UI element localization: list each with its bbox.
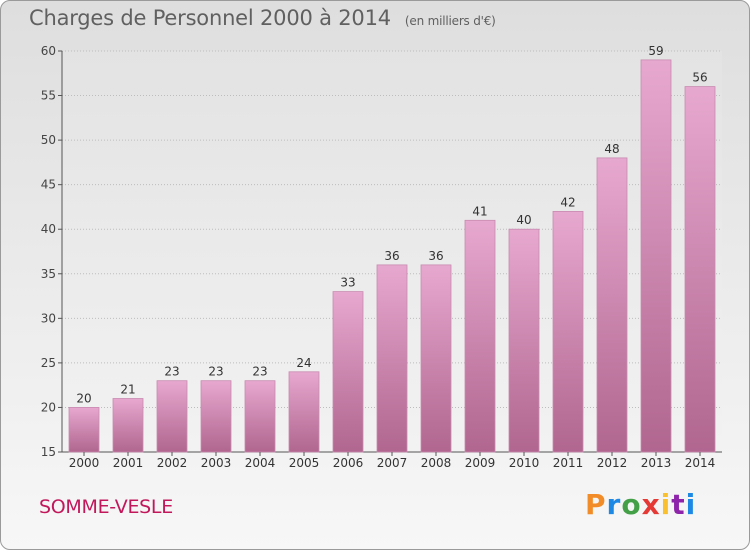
bar-2006 <box>332 291 364 453</box>
data-label-2011: 42 <box>560 195 575 209</box>
bar-2013 <box>640 59 672 453</box>
bar-2011 <box>552 210 584 453</box>
plot-area: 15 20 25 30 35 40 45 50 55 60 20 2000 21 2001 23 2002 23… <box>41 44 722 470</box>
proxiti-logo[interactable]: Proxiti <box>585 488 696 521</box>
y-tick-label: 50 <box>41 133 56 147</box>
y-tick-label: 15 <box>41 445 56 459</box>
bar-2004 <box>244 380 276 453</box>
x-tick-label: 2004 <box>245 456 276 470</box>
logo-letter: i <box>660 488 672 521</box>
bar-2003 <box>200 380 232 453</box>
data-label-2008: 36 <box>428 249 443 263</box>
y-tick-label: 35 <box>41 267 56 281</box>
data-label-2006: 33 <box>340 276 355 290</box>
data-label-2012: 48 <box>604 142 619 156</box>
data-label-2003: 23 <box>208 365 223 379</box>
data-label-2007: 36 <box>384 249 399 263</box>
y-tick-label: 25 <box>41 356 56 370</box>
bar-2009 <box>464 219 496 453</box>
x-tick-label: 2003 <box>201 456 232 470</box>
y-tick-label: 60 <box>41 44 56 58</box>
bar-2012 <box>596 157 628 453</box>
y-tick-label: 20 <box>41 400 56 414</box>
chart-subtitle: (en milliers d'€) <box>404 14 496 28</box>
y-tick-label: 40 <box>41 222 56 236</box>
y-tick-label: 55 <box>41 89 56 103</box>
logo-letter: r <box>606 488 622 521</box>
x-tick-label: 2008 <box>421 456 452 470</box>
chart-title-text: Charges de Personnel 2000 à 2014 <box>29 6 391 30</box>
data-label-2005: 24 <box>296 356 311 370</box>
logo-letter: i <box>685 488 697 521</box>
data-label-2004: 23 <box>252 365 267 379</box>
data-label-2002: 23 <box>164 365 179 379</box>
logo-letter: t <box>671 488 686 521</box>
bar-2010 <box>508 228 540 453</box>
x-tick-label: 2006 <box>333 456 364 470</box>
data-label-2000: 20 <box>76 391 91 405</box>
logo-letter: P <box>585 488 607 521</box>
data-label-2001: 21 <box>120 383 135 397</box>
x-tick-label: 2007 <box>377 456 408 470</box>
x-tick-label: 2013 <box>641 456 672 470</box>
bar-2000 <box>68 406 100 453</box>
x-tick-label: 2005 <box>289 456 320 470</box>
y-tick-label: 45 <box>41 178 56 192</box>
x-tick-label: 2012 <box>597 456 628 470</box>
bar-2002 <box>156 380 188 453</box>
logo-letter: o <box>621 488 642 521</box>
bar-2005 <box>288 371 320 453</box>
bar-2001 <box>112 398 144 453</box>
data-label-2009: 41 <box>472 204 487 218</box>
x-tick-label: 2001 <box>113 456 144 470</box>
data-label-2013: 59 <box>648 44 663 58</box>
x-tick-label: 2011 <box>553 456 584 470</box>
x-tick-label: 2014 <box>685 456 716 470</box>
x-tick-label: 2010 <box>509 456 540 470</box>
data-label-2014: 56 <box>692 71 707 85</box>
bar-2008 <box>420 264 452 453</box>
bar-2014 <box>684 86 716 453</box>
chart-title: Charges de Personnel 2000 à 2014 (en mill… <box>29 6 496 30</box>
logo-letter: x <box>641 488 661 521</box>
commune-name: SOMME-VESLE <box>39 496 173 518</box>
x-tick-label: 2000 <box>69 456 100 470</box>
y-tick-label: 30 <box>41 311 56 325</box>
x-tick-label: 2009 <box>465 456 496 470</box>
bar-2007 <box>376 264 408 453</box>
data-label-2010: 40 <box>516 213 531 227</box>
x-tick-label: 2002 <box>157 456 188 470</box>
